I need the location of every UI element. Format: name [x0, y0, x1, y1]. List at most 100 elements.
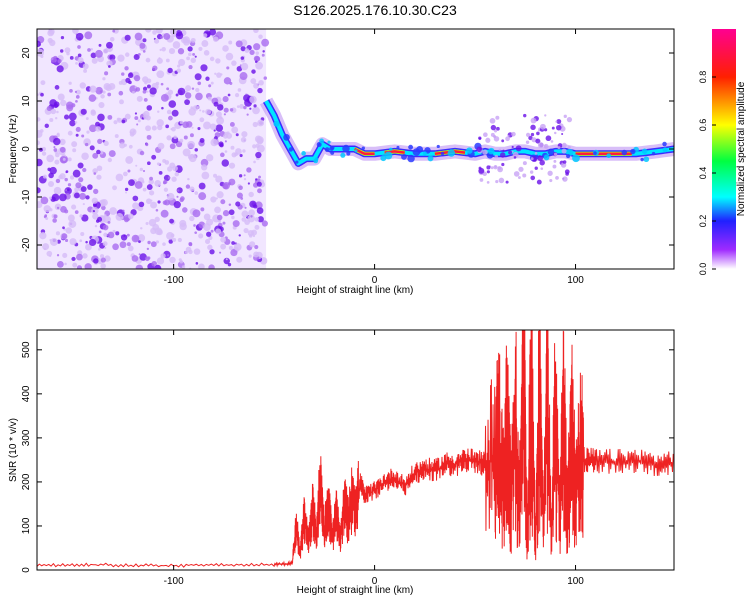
noise-speckle — [165, 124, 170, 129]
noise-speckle — [192, 209, 201, 218]
noise-speckle — [127, 245, 134, 252]
signal-blob — [566, 154, 571, 159]
noise-speckle — [178, 58, 186, 67]
noise-speckle — [231, 60, 237, 66]
noise-speckle — [146, 90, 149, 93]
noise-speckle — [258, 34, 263, 39]
noise-speckle — [124, 113, 131, 120]
noise-speckle — [146, 78, 152, 84]
noise-speckle — [135, 164, 138, 167]
signal-blob — [662, 147, 668, 153]
noise-speckle — [103, 214, 107, 218]
noise-speckle — [118, 90, 124, 96]
noise-speckle — [82, 167, 87, 173]
signal-scatter — [490, 166, 494, 170]
noise-speckle — [177, 48, 185, 55]
noise-speckle — [97, 113, 105, 122]
noise-speckle — [74, 121, 78, 124]
noise-speckle — [80, 186, 87, 193]
noise-speckle — [186, 56, 190, 61]
noise-speckle — [169, 143, 176, 150]
noise-speckle — [263, 76, 268, 80]
noise-speckle — [166, 135, 172, 141]
noise-speckle — [185, 121, 193, 128]
noise-speckle — [37, 117, 41, 122]
noise-speckle — [231, 215, 235, 220]
colorbar-tick-label: 0.6 — [698, 119, 708, 132]
signal-blob — [488, 147, 495, 155]
noise-speckle — [142, 38, 147, 43]
signal-blob — [273, 120, 280, 127]
signal-scatter — [553, 152, 558, 156]
signal-scatter — [500, 152, 506, 158]
noise-speckle — [67, 157, 72, 162]
noise-speckle — [49, 166, 57, 175]
noise-speckle — [240, 137, 247, 143]
noise-speckle — [156, 57, 163, 64]
noise-speckle — [250, 78, 257, 84]
noise-speckle — [216, 214, 223, 221]
noise-speckle — [102, 224, 109, 231]
signal-scatter — [564, 169, 570, 175]
noise-speckle — [174, 171, 179, 177]
noise-speckle — [251, 229, 258, 236]
noise-speckle — [162, 200, 168, 205]
snr-x-tick-label: 100 — [567, 576, 584, 587]
signal-scatter — [485, 137, 491, 143]
signal-scatter — [551, 126, 555, 130]
signal-scatter — [513, 171, 520, 177]
noise-speckle — [119, 142, 126, 149]
noise-speckle — [84, 31, 93, 40]
noise-speckle — [42, 243, 50, 251]
noise-speckle — [121, 72, 125, 76]
noise-speckle — [209, 29, 217, 36]
spectrogram-x-axis-label: Height of straight line (km) — [297, 285, 414, 296]
noise-speckle — [215, 175, 223, 183]
noise-speckle — [40, 92, 44, 97]
noise-speckle — [239, 104, 244, 109]
noise-speckle — [207, 244, 213, 251]
noise-speckle — [216, 116, 225, 125]
noise-speckle — [262, 50, 265, 53]
noise-speckle — [138, 240, 141, 244]
noise-speckle — [119, 241, 127, 249]
noise-speckle — [44, 123, 49, 129]
signal-scatter — [563, 114, 567, 118]
noise-speckle — [163, 174, 171, 182]
signal-scatter — [518, 166, 524, 172]
noise-speckle — [254, 217, 260, 222]
noise-speckle — [138, 201, 145, 208]
noise-speckle — [215, 124, 224, 132]
noise-speckle — [222, 96, 229, 103]
noise-speckle — [88, 94, 97, 102]
noise-speckle — [39, 232, 47, 240]
noise-speckle — [235, 40, 243, 48]
noise-speckle — [256, 136, 264, 144]
noise-speckle — [89, 145, 95, 151]
snr-x-tick-label: -100 — [164, 576, 184, 587]
noise-speckle — [200, 207, 205, 212]
noise-speckle — [156, 119, 164, 127]
signal-scatter — [566, 117, 573, 123]
noise-speckle — [68, 112, 77, 121]
signal-scatter — [486, 165, 491, 170]
noise-speckle — [243, 174, 246, 177]
noise-speckle — [140, 227, 143, 230]
noise-speckle — [215, 58, 221, 64]
noise-speckle — [100, 254, 105, 259]
noise-speckle — [257, 119, 265, 127]
signal-blob — [389, 147, 393, 151]
signal-blob — [319, 138, 325, 144]
noise-speckle — [84, 142, 89, 147]
noise-speckle — [228, 178, 236, 186]
signal-scatter — [486, 181, 490, 184]
snr-x-axis-label: Height of straight line (km) — [297, 585, 414, 596]
noise-speckle — [125, 191, 128, 194]
noise-speckle — [210, 81, 214, 85]
noise-speckle — [69, 55, 74, 60]
noise-speckle — [66, 104, 74, 112]
noise-speckle — [195, 92, 203, 101]
noise-speckle — [75, 32, 84, 41]
noise-speckle — [235, 133, 239, 137]
noise-speckle — [89, 85, 97, 93]
